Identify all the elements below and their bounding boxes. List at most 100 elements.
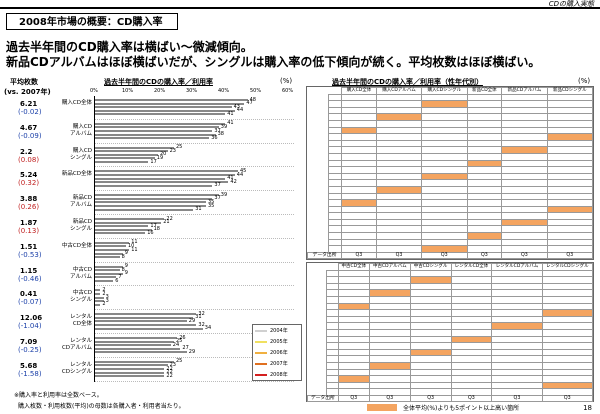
table-cell	[318, 213, 329, 220]
table-cell	[341, 232, 377, 240]
bar-2008年	[94, 327, 203, 330]
table-cell	[450, 335, 493, 344]
bar-2006年	[94, 296, 104, 299]
table-cell	[541, 375, 594, 383]
table-cell	[450, 342, 493, 350]
bar-value: 29	[188, 317, 196, 324]
table-row	[308, 126, 594, 135]
table-cell	[341, 146, 377, 154]
bar-value: 3	[105, 294, 109, 301]
table-cell	[501, 166, 548, 174]
table-cell	[308, 310, 317, 317]
table-cell	[409, 328, 452, 337]
bar-value: 22	[166, 365, 173, 372]
axis-tick: 0%	[90, 88, 98, 94]
table-cell	[318, 107, 329, 114]
table-cell	[375, 146, 423, 154]
table-cell	[501, 113, 548, 121]
table-cell	[337, 328, 370, 337]
table-cell	[308, 376, 317, 383]
table-cell	[501, 172, 548, 181]
table-cell	[317, 316, 327, 323]
table-cell	[326, 361, 339, 370]
table-cell	[308, 107, 318, 114]
bar-2005年	[94, 102, 245, 105]
table-cell	[337, 368, 370, 377]
avg-diff: (-1.58)	[18, 369, 42, 378]
table-cell	[546, 139, 594, 148]
column-header: 新品CDシングル	[546, 87, 594, 95]
table-cell	[318, 160, 329, 167]
table-cell	[341, 225, 377, 234]
table-cell	[337, 348, 370, 357]
table-cell	[501, 185, 548, 194]
table-cell	[466, 218, 503, 227]
table-cell	[375, 212, 423, 220]
table-cell	[328, 218, 343, 227]
axis-tick: 40%	[218, 88, 230, 94]
bar-2005年	[94, 269, 120, 272]
table-cell	[466, 238, 503, 247]
column-header: 購入CDアルバム	[375, 87, 423, 95]
table-cell	[308, 343, 317, 350]
legend-label: 2007年	[270, 361, 288, 367]
table-cell	[501, 192, 548, 201]
avg-value: 1.15	[20, 266, 38, 275]
table-cell	[328, 106, 343, 115]
data-source-label: データ出所	[307, 394, 339, 403]
bar-value: 41	[227, 120, 234, 127]
table-cell	[318, 140, 329, 147]
bar-value: 23	[169, 361, 176, 368]
table-cell	[308, 277, 317, 284]
highlight-legend-text: 全体平均(%)よりも5ポイント以上高い箇所	[403, 405, 520, 412]
bar-value: 8	[121, 253, 125, 260]
bar-2005年	[94, 316, 194, 319]
table-cell	[341, 166, 377, 174]
legend-item: 2006年	[253, 347, 301, 358]
table-row	[308, 335, 594, 344]
table-cell	[466, 106, 503, 115]
table-cell	[308, 270, 317, 277]
table-row	[308, 159, 594, 168]
table-cell	[501, 133, 548, 141]
bar-value: 41	[227, 175, 234, 182]
bar-value: 9	[124, 250, 128, 257]
table-cell	[546, 100, 594, 108]
table-cell	[368, 381, 411, 390]
table-cell	[318, 120, 329, 127]
table-row	[308, 276, 594, 284]
table-cell	[326, 289, 339, 297]
table-cell	[317, 356, 327, 363]
table-cell	[328, 119, 343, 128]
quarter-cell: Q3	[546, 251, 594, 260]
table-cell	[375, 126, 423, 135]
bar-value: 23	[169, 147, 176, 154]
avg-diff: (-0.46)	[18, 274, 42, 283]
table-cell	[546, 185, 594, 194]
table-cell	[421, 146, 468, 154]
bar-2008年	[94, 280, 114, 282]
bar-value: 10	[128, 242, 135, 249]
bar-value: 42	[230, 178, 237, 185]
table-cell	[491, 368, 543, 377]
table-cell	[341, 139, 377, 148]
y-axis-line	[94, 96, 95, 382]
table-cell	[491, 295, 543, 304]
bar-value: 17	[150, 222, 157, 229]
table-cell	[546, 106, 594, 115]
category-label: 新品CD全体	[61, 171, 92, 178]
table-cell	[421, 106, 468, 115]
table-cell	[421, 119, 468, 128]
table-row	[308, 146, 594, 154]
table-cell	[421, 139, 468, 148]
group-separator	[94, 285, 294, 287]
bar-2005年	[94, 150, 168, 153]
table-cell	[368, 355, 411, 363]
table-cell	[375, 218, 423, 227]
table-row	[308, 315, 594, 324]
bar-2007年	[94, 157, 155, 160]
avg-sub: (vs. 2007年)	[4, 88, 51, 96]
table-cell	[308, 303, 317, 310]
bar-value: 37	[214, 182, 221, 189]
highlight-legend: 全体平均(%)よりも5ポイント以上高い箇所	[367, 403, 519, 412]
